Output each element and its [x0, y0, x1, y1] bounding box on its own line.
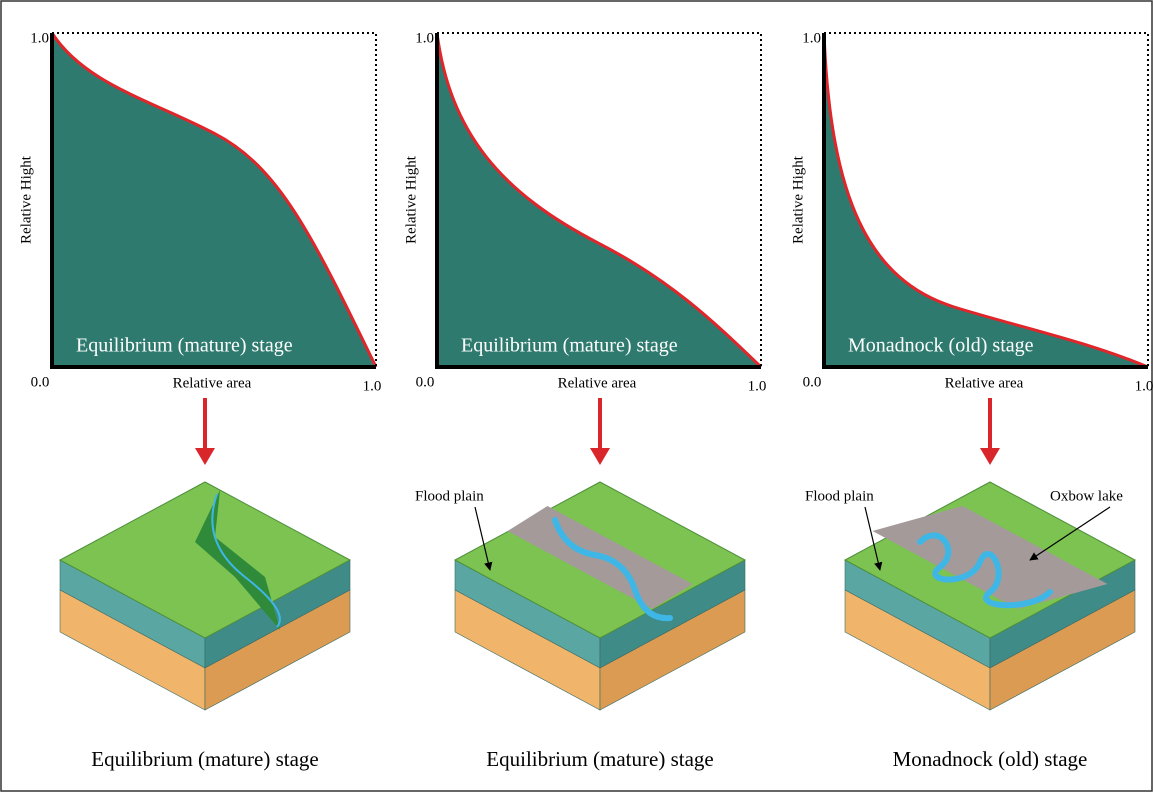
x-axis-label: Relative area: [945, 375, 1024, 391]
annotation: Flood plain: [805, 488, 874, 504]
x-min-label: 0.0: [31, 374, 50, 390]
annotation: Flood plain: [415, 488, 484, 504]
caption: Monadnock (old) stage: [893, 747, 1088, 771]
x-min-label: 0.0: [803, 374, 822, 390]
figure: 1.0 0.0 1.0 Relative area Relative Hight Equi…: [0, 0, 1153, 792]
caption: Equilibrium (mature) stage: [486, 747, 713, 771]
y-axis-label: Relative Hight: [18, 155, 34, 244]
x-max-label: 1.0: [748, 378, 767, 394]
annotation: Oxbow lake: [1050, 488, 1123, 504]
x-max-label: 1.0: [1135, 378, 1153, 394]
y-axis-label: Relative Hight: [790, 155, 806, 244]
x-axis-label: Relative area: [558, 375, 637, 391]
x-max-label: 1.0: [363, 378, 382, 394]
x-axis-label: Relative area: [173, 375, 252, 391]
x-min-label: 0.0: [416, 374, 435, 390]
y-max-label: 1.0: [802, 30, 821, 46]
caption: Equilibrium (mature) stage: [91, 747, 318, 771]
y-axis-label: Relative Hight: [403, 155, 419, 244]
y-max-label: 1.0: [415, 30, 434, 46]
y-max-label: 1.0: [30, 30, 49, 46]
curve-label: Equilibrium (mature) stage: [76, 335, 293, 357]
curve-label: Monadnock (old) stage: [848, 335, 1034, 357]
curve-label: Equilibrium (mature) stage: [461, 335, 678, 357]
